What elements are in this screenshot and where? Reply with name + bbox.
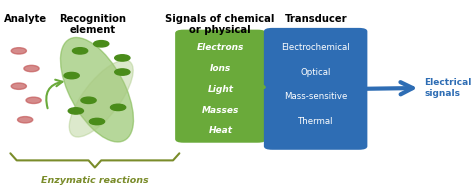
Ellipse shape [61, 37, 134, 142]
Circle shape [93, 41, 109, 47]
Text: Heat: Heat [209, 126, 233, 135]
Text: Enzymatic reactions: Enzymatic reactions [41, 176, 149, 185]
Text: Recognition
element: Recognition element [59, 14, 126, 35]
Circle shape [90, 118, 105, 125]
Circle shape [64, 72, 79, 79]
FancyBboxPatch shape [264, 28, 367, 150]
Text: Mass-sensitive: Mass-sensitive [284, 92, 347, 101]
FancyBboxPatch shape [175, 30, 266, 143]
Text: Ions: Ions [210, 64, 231, 73]
Text: Electrochemical: Electrochemical [281, 43, 350, 52]
Text: Light: Light [208, 85, 234, 94]
Text: Signals of chemical
or physical: Signals of chemical or physical [165, 14, 274, 35]
Circle shape [11, 48, 27, 54]
Circle shape [11, 83, 27, 89]
Text: Electrons: Electrons [197, 43, 244, 52]
Circle shape [73, 48, 88, 54]
Circle shape [24, 65, 39, 72]
Text: Masses: Masses [202, 106, 239, 115]
Circle shape [68, 108, 83, 114]
Circle shape [115, 55, 130, 61]
Circle shape [81, 97, 96, 103]
Circle shape [115, 69, 130, 75]
Circle shape [110, 104, 126, 111]
Circle shape [18, 117, 33, 123]
Ellipse shape [69, 60, 133, 137]
Text: Analyte: Analyte [4, 14, 47, 24]
Text: Electrical
signals: Electrical signals [424, 78, 472, 98]
Text: Transducer: Transducer [285, 14, 348, 24]
Circle shape [26, 97, 41, 103]
Text: Thermal: Thermal [298, 117, 333, 126]
Text: Optical: Optical [301, 68, 331, 76]
